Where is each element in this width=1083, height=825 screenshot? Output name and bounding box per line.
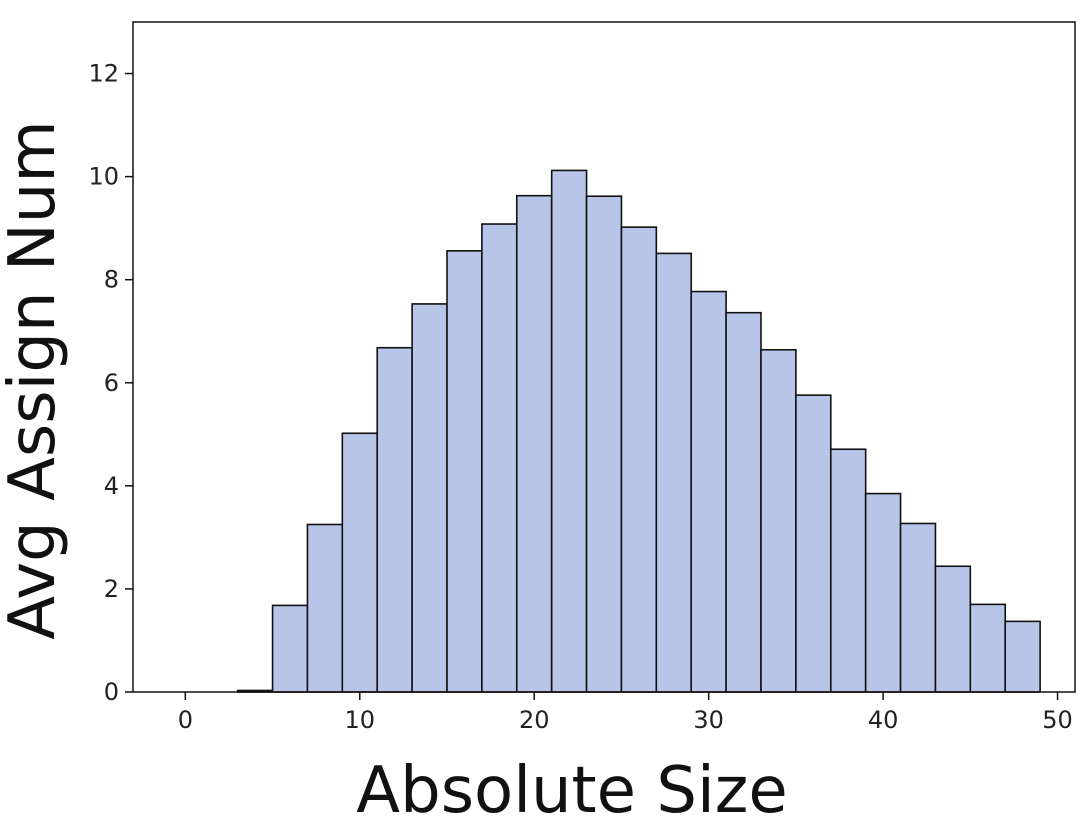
histogram-bar <box>341 432 379 693</box>
histogram-bar <box>829 448 867 693</box>
histogram-bar <box>585 195 623 693</box>
histogram-bar <box>515 194 553 693</box>
histogram-bar <box>376 346 413 693</box>
histogram-bar <box>795 394 832 693</box>
x-tick-label: 0 <box>178 706 193 734</box>
y-axis-ticks: 0 2 4 6 8 10 12 <box>88 60 133 706</box>
bars-group <box>236 169 1041 693</box>
x-tick-label: 30 <box>693 706 724 734</box>
histogram-bar <box>760 348 797 693</box>
y-tick-label: 6 <box>104 369 119 397</box>
x-tick-label: 10 <box>345 706 376 734</box>
histogram-bar <box>690 290 727 693</box>
histogram-bar <box>969 603 1007 693</box>
histogram-bar <box>620 226 658 693</box>
histogram-bar <box>271 604 309 693</box>
y-tick-label: 2 <box>104 575 119 603</box>
x-tick-label: 50 <box>1042 706 1073 734</box>
y-tick-label: 4 <box>104 472 119 500</box>
y-tick-label: 10 <box>88 163 119 191</box>
x-tick-label: 40 <box>868 706 899 734</box>
x-tick-label: 20 <box>519 706 550 734</box>
y-tick-label: 12 <box>88 60 119 88</box>
histogram-bar <box>446 250 483 693</box>
histogram-bar <box>934 565 972 693</box>
histogram-bar <box>411 303 448 693</box>
histogram-bar <box>864 492 902 693</box>
histogram-bar <box>550 169 588 693</box>
y-tick-label: 8 <box>104 266 119 294</box>
x-axis-title: Absolute Size <box>356 754 787 825</box>
plot-frame <box>132 21 1076 693</box>
histogram-bar <box>306 523 344 693</box>
y-axis-title: Avg Assign Num <box>0 120 70 639</box>
histogram-bar <box>899 522 937 693</box>
histogram-bar <box>1004 620 1041 693</box>
histogram-bar <box>655 252 693 693</box>
x-axis-ticks: 0 10 20 30 40 50 <box>178 692 1073 734</box>
y-tick-label: 0 <box>104 678 119 706</box>
histogram-bar <box>481 223 518 693</box>
histogram-bar <box>725 311 762 693</box>
